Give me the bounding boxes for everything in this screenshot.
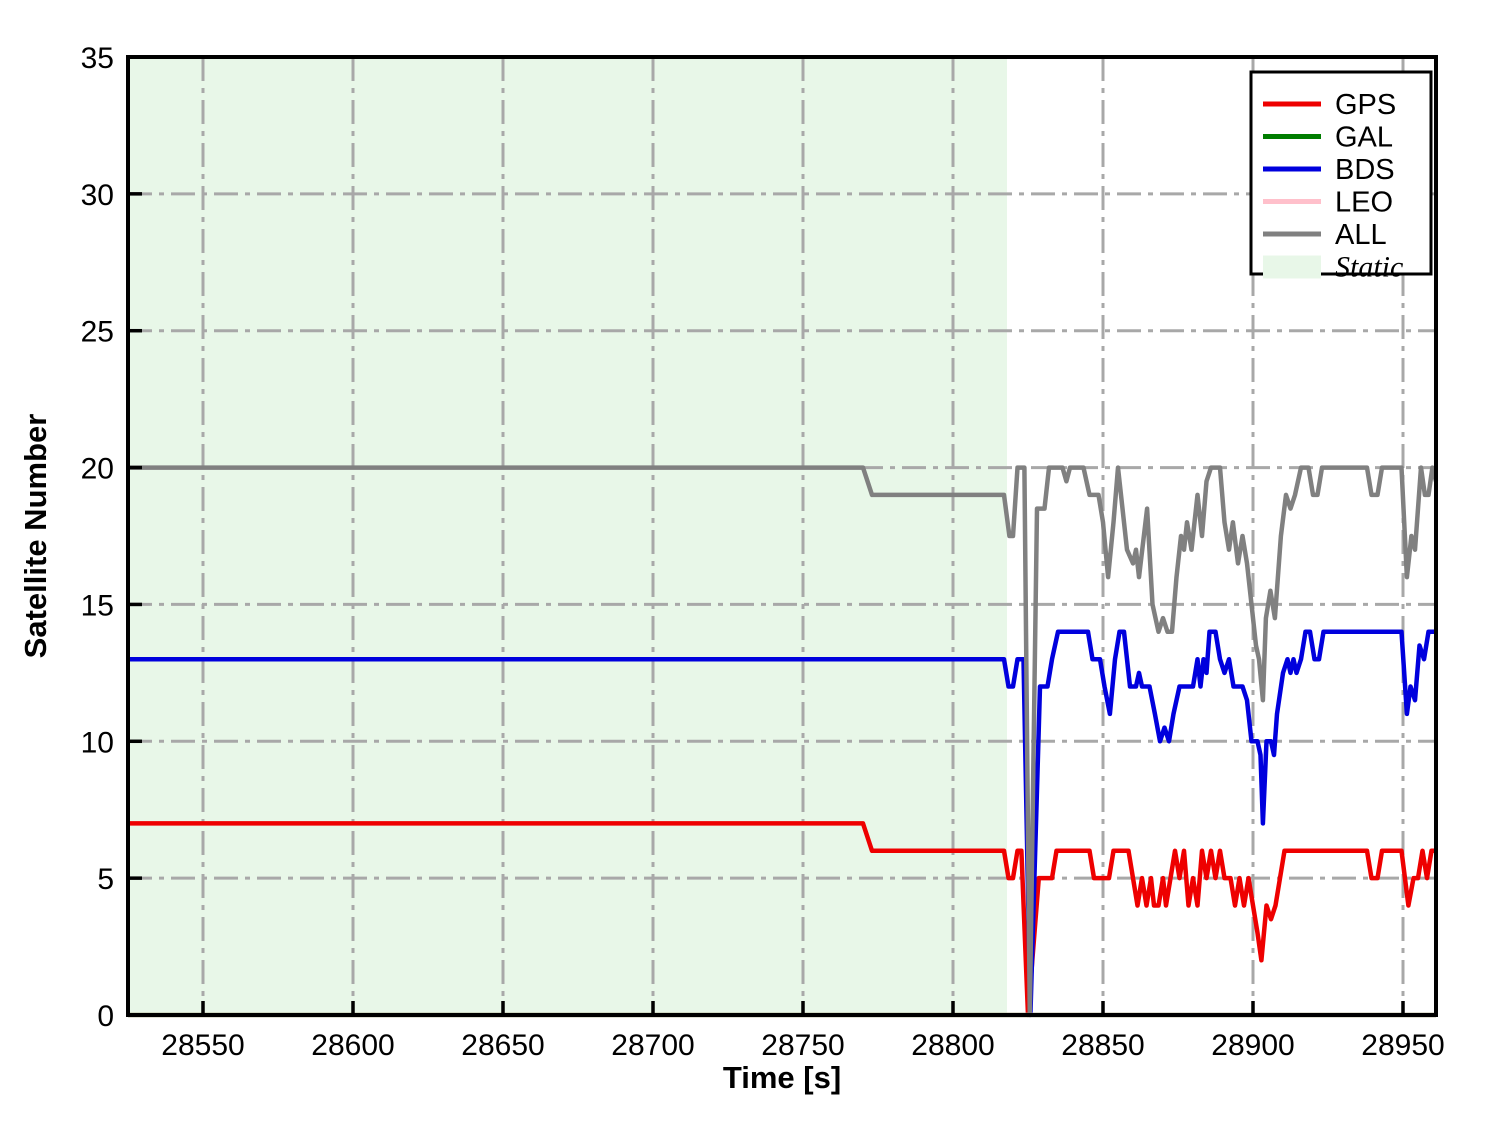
- legend-item-static: Static: [1263, 251, 1403, 284]
- x-tick-label: 28650: [461, 1029, 544, 1062]
- y-tick-label: 20: [81, 453, 114, 486]
- x-tick-label: 28750: [761, 1029, 844, 1062]
- static-region-highlight: [128, 57, 1007, 1015]
- legend-item-all: ALL: [1263, 219, 1387, 251]
- y-tick-label: 35: [81, 42, 114, 75]
- x-tick-label: 28600: [311, 1029, 394, 1062]
- y-tick-label: 10: [81, 726, 114, 759]
- x-tick-label: 28950: [1361, 1029, 1444, 1062]
- bds-line: [128, 629, 1436, 1018]
- y-tick-label: 30: [81, 179, 114, 212]
- y-tick-label: 25: [81, 316, 114, 349]
- x-tick-label: 28850: [1061, 1029, 1144, 1062]
- legend-item-leo: LEO: [1263, 187, 1393, 219]
- legend-item-gal: GAL: [1263, 122, 1393, 154]
- legend-swatch-static: [1263, 255, 1321, 279]
- legend-item-gps: GPS: [1263, 89, 1396, 121]
- legend-label-gal: GAL: [1335, 122, 1393, 154]
- plot-border: [126, 55, 1438, 1017]
- plot-layers: 28550 28600 28650 28700 28750 28800 28850 28900…: [81, 42, 1445, 1062]
- legend-label-static: Static: [1335, 251, 1403, 284]
- legend-label-bds: BDS: [1335, 154, 1395, 186]
- x-tick-label: 28800: [911, 1029, 994, 1062]
- legend-item-bds: BDS: [1263, 154, 1395, 186]
- y-tick-label: 15: [81, 589, 114, 622]
- legend-label-leo: LEO: [1335, 187, 1393, 219]
- legend-label-gps: GPS: [1335, 89, 1396, 121]
- x-tick-label: 28700: [611, 1029, 694, 1062]
- all-line: [128, 465, 1439, 1018]
- y-axis-label: Satellite Number: [18, 414, 53, 659]
- x-tick-label: 28900: [1211, 1029, 1294, 1062]
- y-tick-label: 0: [97, 1000, 114, 1033]
- legend-label-all: ALL: [1335, 219, 1387, 251]
- gps-line: [128, 821, 1436, 1018]
- y-tick-label: 5: [97, 863, 114, 896]
- x-axis-label: Time [s]: [723, 1060, 841, 1095]
- x-tick-label: 28550: [161, 1029, 244, 1062]
